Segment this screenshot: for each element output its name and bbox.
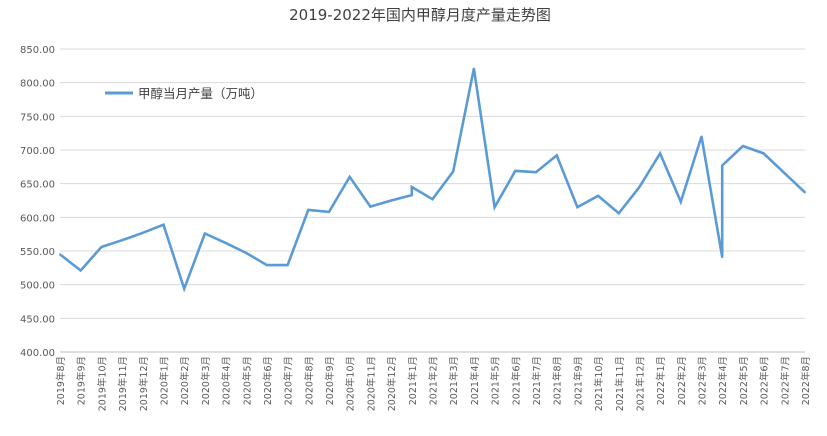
legend-label: 甲醇当月产量（万吨） — [138, 86, 263, 101]
data-point — [141, 231, 144, 234]
x-tick-label: 2022年1月 — [655, 356, 667, 405]
x-tick-label: 2020年8月 — [303, 356, 315, 405]
x-tick-label: 2020年6月 — [262, 356, 274, 405]
y-tick-label: 700.00 — [20, 146, 55, 157]
data-point — [700, 135, 703, 138]
x-tick-label: 2022年2月 — [676, 356, 688, 405]
x-tick-label: 2021年4月 — [469, 356, 481, 405]
x-tick-label: 2020年5月 — [241, 356, 253, 405]
x-tick-label: 2020年10月 — [345, 356, 357, 411]
data-point — [410, 186, 413, 188]
x-tick-label: 2022年6月 — [759, 356, 771, 405]
data-point — [783, 171, 786, 174]
series-layer — [59, 67, 806, 293]
x-tick-label: 2019年8月 — [55, 356, 67, 405]
data-point — [597, 194, 600, 197]
y-tick-label: 400.00 — [20, 348, 55, 359]
x-tick-label: 2019年12月 — [138, 356, 150, 411]
data-point — [555, 154, 558, 157]
x-tick-label: 2021年9月 — [572, 356, 584, 405]
x-tick-label: 2022年3月 — [697, 356, 709, 405]
data-point — [100, 246, 103, 248]
chart-title: 2019-2022年国内甲醇月度产量走势图 — [289, 6, 551, 24]
x-tick-label: 2021年5月 — [490, 356, 502, 405]
data-point — [472, 67, 475, 70]
x-tick-label: 2020年4月 — [221, 356, 233, 405]
x-tick-label: 2021年3月 — [448, 356, 460, 405]
y-tick-label: 450.00 — [20, 314, 55, 325]
data-point — [121, 239, 124, 242]
data-point — [162, 223, 165, 226]
data-point — [762, 152, 765, 155]
y-axis: 850.00 800.00 750.00 700.00 650.00 600.00 550.… — [20, 45, 55, 359]
x-tick-label: 2019年10月 — [96, 356, 108, 411]
x-tick-label: 2020年7月 — [283, 356, 295, 405]
x-tick-label: 2020年9月 — [324, 356, 336, 405]
data-point — [431, 198, 434, 201]
data-point — [410, 194, 413, 197]
data-point — [348, 175, 351, 178]
x-tick-label: 2019年11月 — [117, 356, 129, 411]
x-tick-label: 2020年11月 — [365, 356, 377, 411]
data-point — [535, 171, 537, 174]
x-tick-label: 2022年5月 — [738, 356, 750, 405]
y-tick-label: 850.00 — [20, 45, 55, 56]
x-tick-label: 2021年1月 — [407, 356, 419, 405]
data-point — [721, 256, 724, 259]
data-point — [804, 191, 806, 194]
data-point — [659, 152, 662, 155]
data-point — [59, 253, 61, 256]
grid-layer — [60, 48, 805, 353]
data-point — [203, 232, 206, 235]
data-point — [79, 269, 82, 272]
x-tick-label: 2020年1月 — [158, 356, 170, 405]
x-tick-label: 2020年12月 — [386, 356, 398, 411]
x-tick-label: 2022年4月 — [717, 356, 729, 405]
legend: 甲醇当月产量（万吨） — [105, 86, 263, 101]
data-point — [265, 264, 268, 267]
x-tick-label: 2021年7月 — [531, 356, 543, 405]
x-tick-label: 2021年8月 — [552, 356, 564, 405]
data-point — [721, 164, 724, 167]
y-tick-label: 500.00 — [20, 281, 55, 292]
data-point — [617, 212, 620, 215]
x-tick-label: 2021年2月 — [428, 356, 440, 405]
data-point — [741, 145, 744, 147]
x-tick-label: 2021年10月 — [593, 356, 605, 411]
data-point — [493, 206, 496, 209]
x-tick-label: 2022年8月 — [800, 356, 812, 405]
y-tick-label: 750.00 — [20, 112, 55, 123]
data-point — [224, 241, 227, 244]
x-tick-label: 2019年9月 — [76, 356, 88, 405]
data-point — [576, 206, 579, 209]
data-point — [245, 252, 248, 254]
y-tick-label: 600.00 — [20, 213, 55, 224]
x-tick-label: 2020年3月 — [200, 356, 212, 405]
data-point — [679, 200, 682, 203]
series-line — [59, 68, 806, 293]
y-tick-label: 550.00 — [20, 247, 55, 258]
data-point — [286, 264, 289, 267]
data-point — [514, 169, 517, 172]
data-point — [390, 199, 393, 202]
x-tick-label: 2022年7月 — [779, 356, 791, 405]
data-point — [638, 186, 641, 188]
y-tick-label: 800.00 — [20, 79, 55, 90]
y-tick-label: 650.00 — [20, 180, 55, 191]
x-tick-label: 2021年11月 — [614, 356, 626, 411]
data-point — [183, 287, 186, 290]
data-point — [307, 208, 310, 211]
data-point — [328, 210, 330, 213]
x-tick-label: 2021年6月 — [510, 356, 522, 405]
x-axis: 2019年8月 2019年9月 2019年10月 2019年11月 2019年12月 20… — [55, 356, 812, 411]
data-point — [369, 205, 372, 208]
x-tick-label: 2020年2月 — [179, 356, 191, 405]
x-tick-label: 2021年12月 — [634, 356, 646, 411]
data-point — [452, 170, 455, 173]
